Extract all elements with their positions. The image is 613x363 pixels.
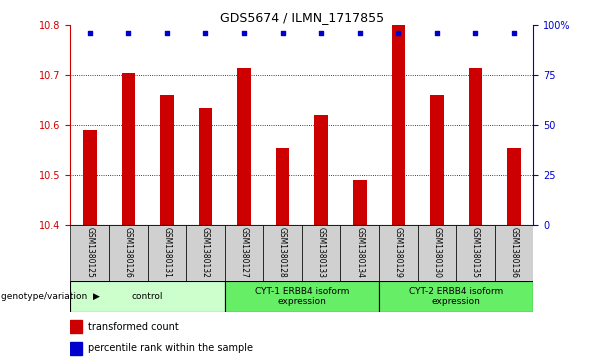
Point (471, 30, 481, 36)
FancyBboxPatch shape (70, 281, 225, 312)
Bar (430, 95, 444, 225)
Point (509, 30, 519, 36)
Bar (353, 180, 367, 225)
FancyBboxPatch shape (340, 225, 379, 281)
Point (432, 30, 442, 36)
Bar (276, 148, 289, 225)
FancyBboxPatch shape (109, 225, 148, 281)
Point (123, 30, 133, 36)
Point (162, 30, 172, 36)
Text: GSM1380131: GSM1380131 (162, 227, 172, 278)
FancyBboxPatch shape (379, 225, 417, 281)
Text: GSM1380133: GSM1380133 (317, 227, 326, 278)
Text: GSM1380125: GSM1380125 (85, 227, 94, 278)
Point (239, 30, 249, 36)
Text: GSM1380126: GSM1380126 (124, 227, 133, 278)
Point (316, 30, 326, 36)
Bar (121, 73, 135, 225)
Text: GSM1380130: GSM1380130 (432, 227, 441, 278)
Text: GSM1380128: GSM1380128 (278, 227, 287, 277)
FancyBboxPatch shape (302, 225, 340, 281)
Text: GSM1380129: GSM1380129 (394, 227, 403, 278)
Bar (70, 342, 82, 355)
Text: transformed count: transformed count (88, 322, 179, 332)
Bar (237, 68, 251, 225)
Bar (392, 25, 405, 225)
FancyBboxPatch shape (495, 225, 533, 281)
FancyBboxPatch shape (70, 225, 109, 281)
Point (200, 30, 210, 36)
Point (394, 30, 403, 36)
Bar (160, 95, 173, 225)
Text: GSM1380134: GSM1380134 (356, 227, 364, 278)
FancyBboxPatch shape (225, 225, 264, 281)
FancyBboxPatch shape (186, 225, 225, 281)
Bar (199, 108, 212, 225)
Point (278, 30, 287, 36)
Text: genotype/variation  ▶: genotype/variation ▶ (1, 292, 100, 301)
FancyBboxPatch shape (225, 281, 379, 312)
FancyBboxPatch shape (379, 281, 533, 312)
FancyBboxPatch shape (417, 225, 456, 281)
Point (85, 30, 94, 36)
FancyBboxPatch shape (148, 225, 186, 281)
Bar (314, 115, 328, 225)
Text: GSM1380127: GSM1380127 (240, 227, 248, 278)
Text: GSM1380136: GSM1380136 (509, 227, 519, 278)
Bar (469, 68, 482, 225)
FancyBboxPatch shape (456, 225, 495, 281)
Point (355, 30, 365, 36)
Text: CYT-2 ERBB4 isoform
expression: CYT-2 ERBB4 isoform expression (409, 287, 503, 306)
Text: GSM1380135: GSM1380135 (471, 227, 480, 278)
Text: GSM1380132: GSM1380132 (201, 227, 210, 278)
Text: percentile rank within the sample: percentile rank within the sample (88, 343, 253, 354)
Title: GDS5674 / ILMN_1717855: GDS5674 / ILMN_1717855 (220, 11, 384, 24)
Text: control: control (132, 292, 164, 301)
FancyBboxPatch shape (264, 225, 302, 281)
Text: CYT-1 ERBB4 isoform
expression: CYT-1 ERBB4 isoform expression (255, 287, 349, 306)
Bar (70, 320, 82, 333)
Bar (83, 130, 96, 225)
Bar (508, 148, 521, 225)
